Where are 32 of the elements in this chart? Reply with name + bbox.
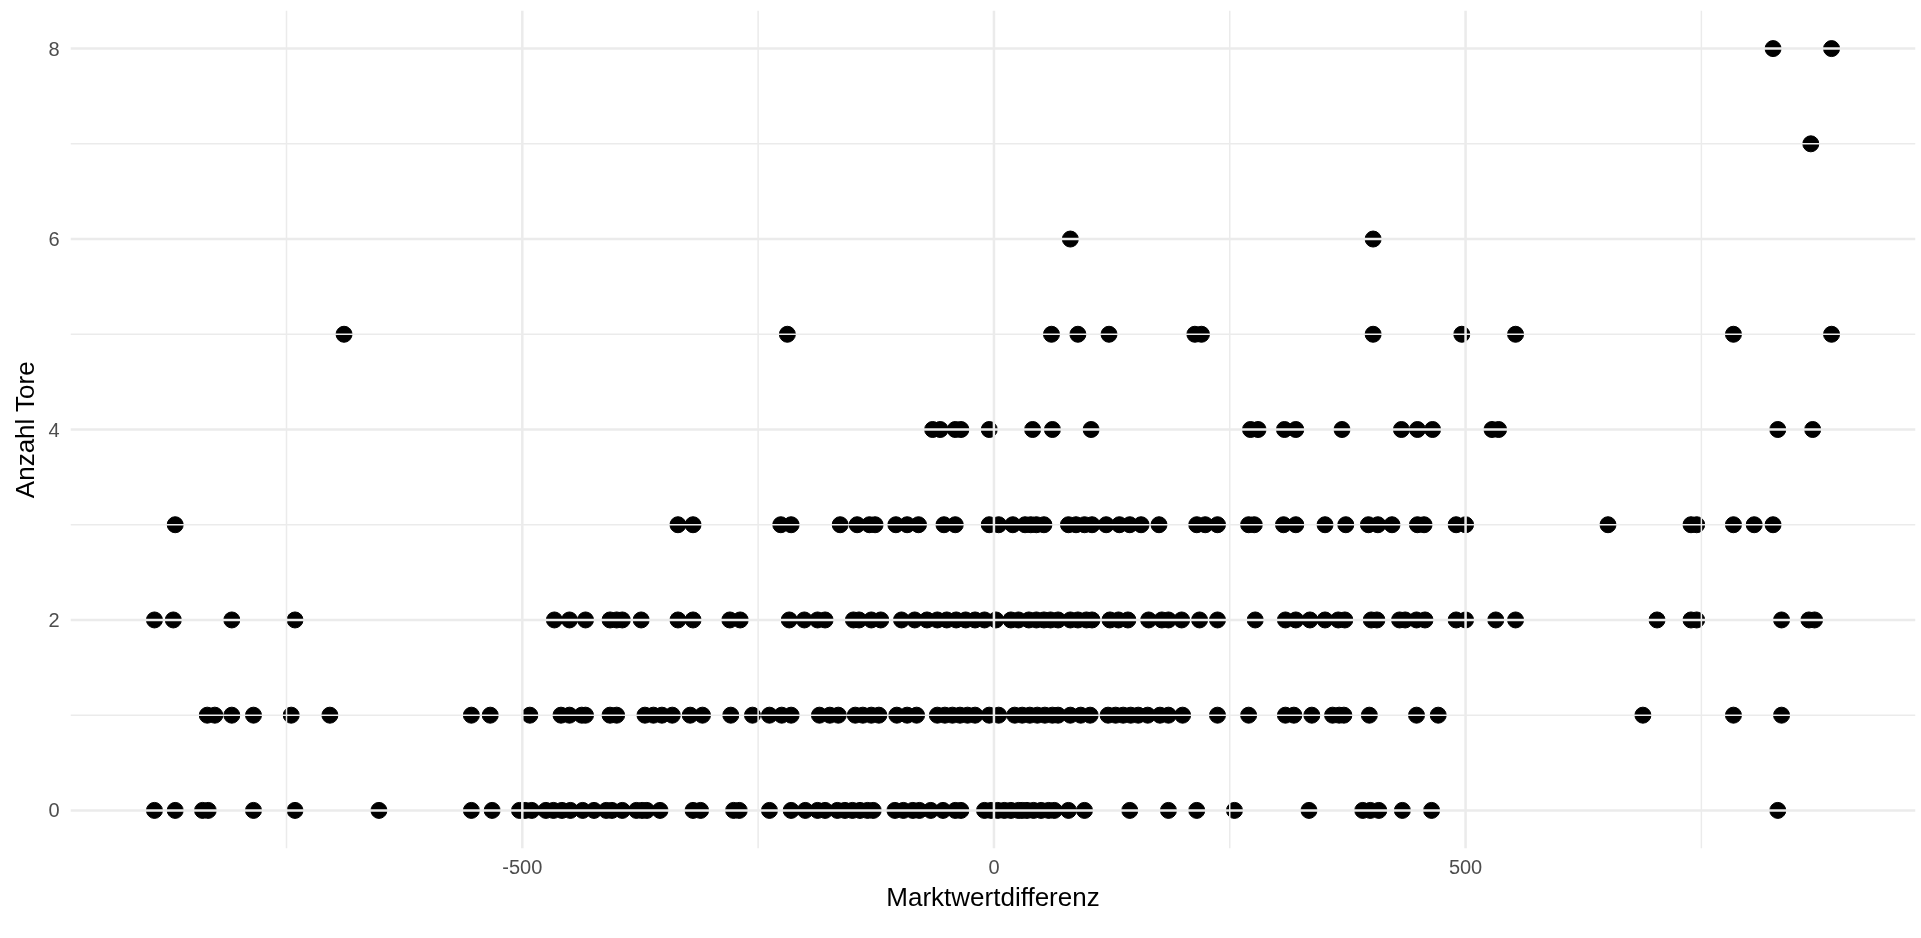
- y-axis-title: Anzahl Tore: [10, 361, 41, 499]
- y-tick-label: 0: [48, 799, 60, 822]
- point: [1042, 325, 1060, 343]
- y-tick-label: 6: [48, 228, 60, 251]
- x-tick-label: -500: [502, 855, 543, 878]
- point: [1823, 325, 1841, 343]
- point: [335, 325, 353, 343]
- point: [1507, 325, 1525, 343]
- x-axis-title: Marktwertdifferenz: [886, 881, 1100, 912]
- x-tick-label: 500: [1448, 855, 1483, 878]
- point: [684, 516, 702, 534]
- point: [1724, 516, 1742, 534]
- point: [1599, 516, 1617, 534]
- point: [1745, 516, 1763, 534]
- point: [1337, 516, 1355, 534]
- point: [1069, 325, 1087, 343]
- x-tick-label: 0: [988, 855, 1000, 878]
- point: [1150, 516, 1168, 534]
- point: [1764, 516, 1782, 534]
- point: [1383, 516, 1401, 534]
- point: [1364, 325, 1382, 343]
- point: [166, 516, 184, 534]
- point: [1316, 516, 1334, 534]
- point: [669, 516, 687, 534]
- point: [1724, 325, 1742, 343]
- point: [1100, 325, 1118, 343]
- point: [1287, 516, 1305, 534]
- point: [831, 516, 849, 534]
- point: [778, 325, 796, 343]
- y-tick-label: 4: [48, 418, 60, 441]
- y-tick-label: 2: [48, 608, 60, 631]
- y-tick-label: 8: [48, 37, 60, 60]
